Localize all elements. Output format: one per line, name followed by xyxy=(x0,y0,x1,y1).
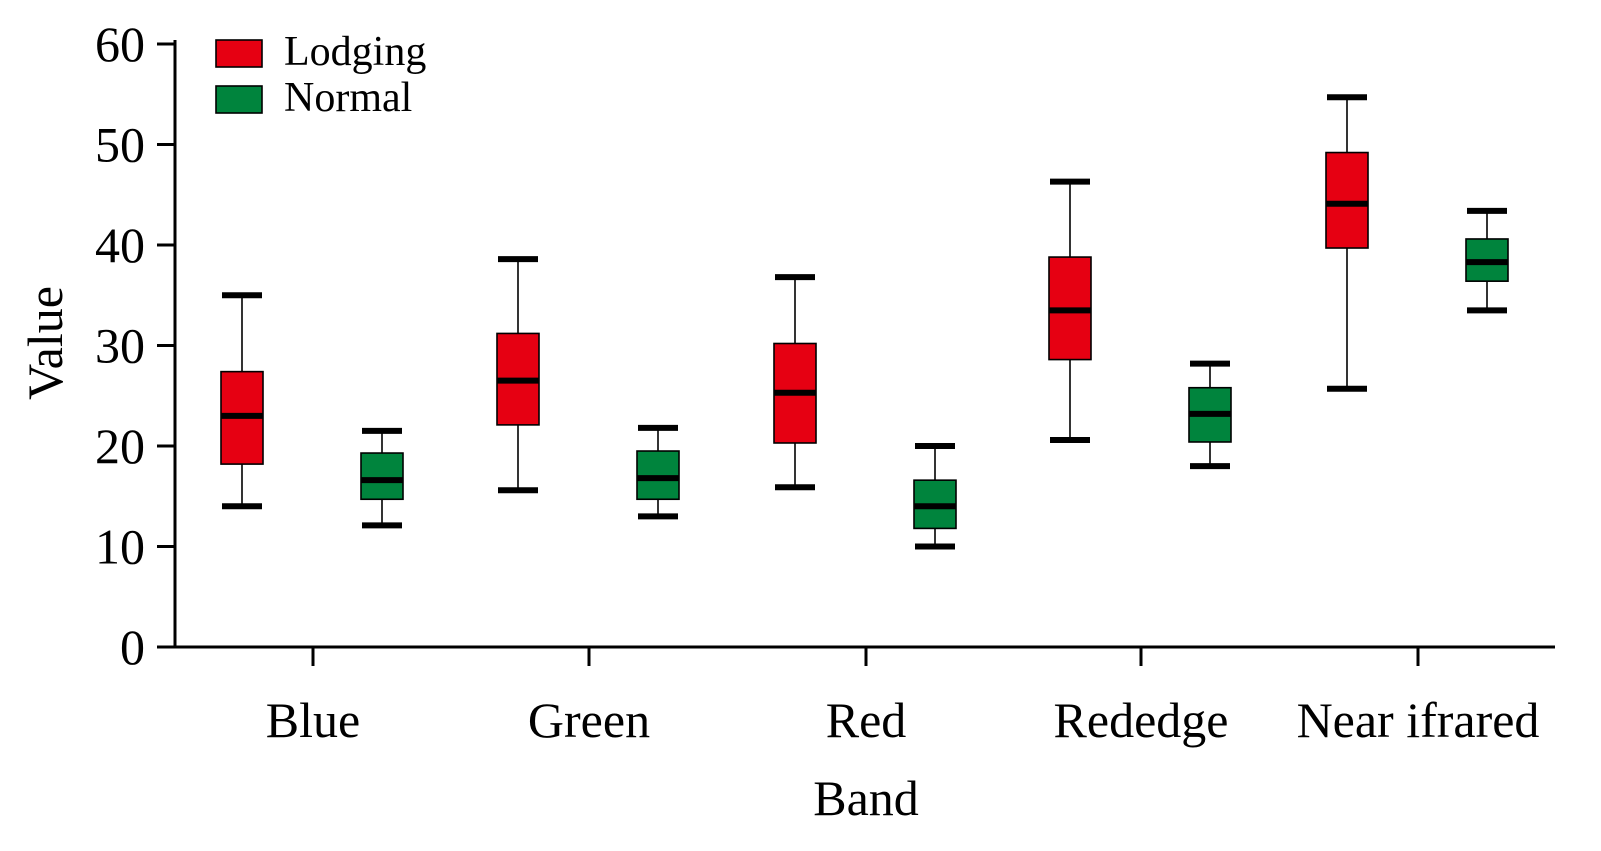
legend-label-lodging: Lodging xyxy=(284,29,426,75)
box-lodging xyxy=(1048,178,1092,443)
x-category-label: Red xyxy=(826,692,907,748)
legend-swatch-normal xyxy=(215,85,263,114)
x-category-label: Near ifrared xyxy=(1297,692,1540,748)
box-normal xyxy=(913,443,957,550)
y-tick-label: 40 xyxy=(95,217,145,273)
x-category-label: Green xyxy=(528,692,650,748)
box-lodging xyxy=(773,274,817,491)
axes xyxy=(173,40,1555,649)
box-normal xyxy=(360,427,404,529)
x-axis-title: Band xyxy=(813,770,919,826)
y-ticks: 0 10 20 30 40 50 60 xyxy=(95,16,175,675)
iqr-box xyxy=(360,452,404,501)
box-normal xyxy=(636,424,680,520)
x-category-label: Blue xyxy=(266,692,360,748)
box-lodging xyxy=(1325,94,1369,392)
legend-label-normal: Normal xyxy=(284,75,412,121)
plot-area xyxy=(220,94,1509,550)
y-tick-label: 50 xyxy=(95,117,145,173)
iqr-box xyxy=(1325,151,1369,249)
iqr-box xyxy=(636,450,680,501)
y-tick-label: 20 xyxy=(95,418,145,474)
y-axis-title: Value xyxy=(17,286,73,400)
x-category-label: Rededge xyxy=(1054,692,1229,748)
y-tick-label: 30 xyxy=(95,318,145,374)
x-categories: Blue Green Red Rededge Near ifrared xyxy=(266,647,1540,748)
legend-swatch-lodging xyxy=(215,39,263,68)
y-tick-label: 60 xyxy=(95,16,145,72)
box-lodging xyxy=(496,256,540,494)
box-lodging xyxy=(220,292,264,510)
y-tick-label: 10 xyxy=(95,519,145,575)
box-normal xyxy=(1188,360,1232,470)
y-tick-label: 0 xyxy=(120,619,145,675)
box-normal xyxy=(1465,207,1509,314)
